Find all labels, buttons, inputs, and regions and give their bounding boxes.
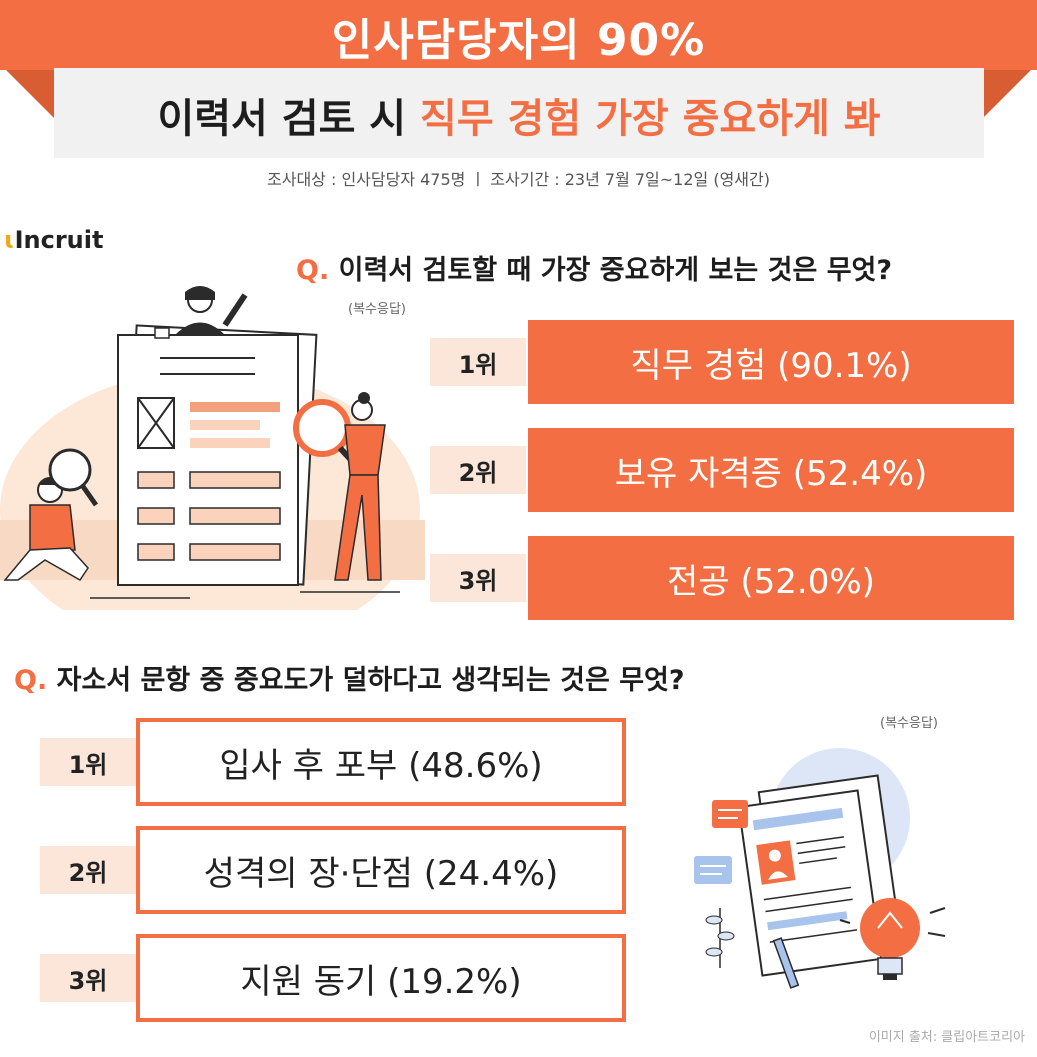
q2-rank-row-1: 1위 입사 후 포부 (48.6%) <box>40 718 626 806</box>
banner-title: 인사담당자의 90% <box>331 15 706 66</box>
subtitle-box: 이력서 검토 시 직무 경험 가장 중요하게 봐 <box>54 68 984 158</box>
q1-rank-3-bar: 전공 (52.0%) <box>528 536 1014 620</box>
q1-rank-1-bar: 직무 경험 (90.1%) <box>528 320 1014 404</box>
q2-rank-row-2: 2위 성격의 장·단점 (24.4%) <box>40 826 626 914</box>
q1-text: 이력서 검토할 때 가장 중요하게 보는 것은 무엇? <box>329 255 893 286</box>
q2-text: 자소서 문항 중 중요도가 덜하다고 생각되는 것은 무엇? <box>47 665 685 696</box>
q1-mark: Q. <box>296 255 330 286</box>
q1-rank-row-3: 3위 전공 (52.0%) <box>430 536 1014 620</box>
q1-rank-2-label: 2위 <box>430 446 526 494</box>
q1-rank-row-2: 2위 보유 자격증 (52.4%) <box>430 428 1014 512</box>
top-banner: 인사담당자의 90% <box>0 0 1037 70</box>
q2-multi-note: (복수응답) <box>880 716 938 731</box>
survey-info: 조사대상 : 인사담당자 475명 ㅣ 조사기간 : 23년 7월 7일~12일… <box>267 170 770 189</box>
q1-rank-2-bar: 보유 자격증 (52.4%) <box>528 428 1014 512</box>
image-credit: 이미지 출처: 클립아트코리아 <box>868 1030 1025 1045</box>
q2-rank-2-bar: 성격의 장·단점 (24.4%) <box>136 826 626 914</box>
resume-idea-illustration <box>694 748 946 989</box>
question1-title: Q. 이력서 검토할 때 가장 중요하게 보는 것은 무엇? <box>296 248 892 287</box>
logo-dot: ɩ <box>4 226 15 254</box>
q1-rank-1-label: 1위 <box>430 338 526 386</box>
subtitle: 이력서 검토 시 직무 경험 가장 중요하게 봐 <box>54 86 984 144</box>
logo-text: Incruit <box>14 226 104 254</box>
subtitle-part1: 이력서 검토 시 <box>157 96 421 142</box>
q1-multi-note: (복수응답) <box>348 302 406 317</box>
q2-rank-3-bar: 지원 동기 (19.2%) <box>136 934 626 1022</box>
q1-rank-3-label: 3위 <box>430 554 526 602</box>
q1-rank-row-1: 1위 직무 경험 (90.1%) <box>430 320 1014 404</box>
q2-rank-1-bar: 입사 후 포부 (48.6%) <box>136 718 626 806</box>
question2-title: Q. 자소서 문항 중 중요도가 덜하다고 생각되는 것은 무엇? <box>14 658 685 697</box>
q2-rank-row-3: 3위 지원 동기 (19.2%) <box>40 934 626 1022</box>
q2-rank-2-label: 2위 <box>40 846 136 894</box>
subtitle-highlight: 직무 경험 가장 중요하게 봐 <box>420 96 881 142</box>
incruit-logo: ɩIncruit <box>4 226 103 254</box>
q2-rank-1-label: 1위 <box>40 738 136 786</box>
q2-mark: Q. <box>14 665 48 696</box>
resume-review-illustration <box>0 286 425 610</box>
q2-rank-3-label: 3위 <box>40 954 136 1002</box>
